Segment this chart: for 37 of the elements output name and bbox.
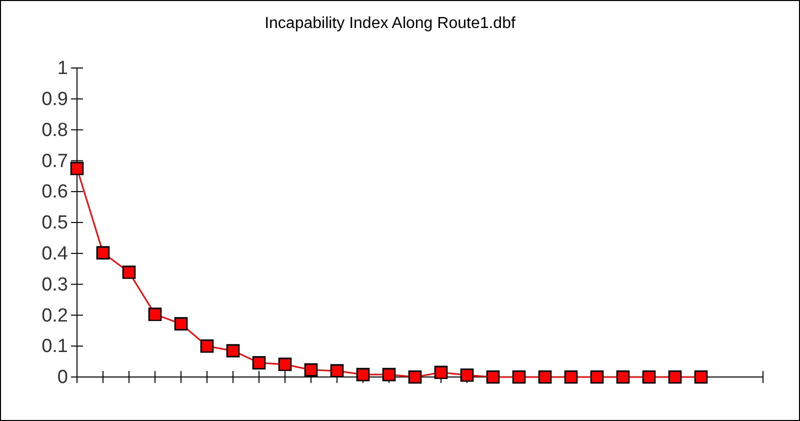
point bbox=[512, 370, 526, 384]
chart-title: Incapability Index Along Route1.dbf bbox=[264, 15, 516, 32]
point bbox=[564, 370, 578, 384]
y-tick-label: 0.4 bbox=[42, 243, 68, 264]
point bbox=[694, 370, 708, 384]
y-tick-label: 1 bbox=[57, 58, 68, 80]
point bbox=[356, 368, 370, 382]
point bbox=[460, 368, 474, 382]
y-tick-label: 0.3 bbox=[42, 274, 68, 296]
point bbox=[278, 358, 292, 371]
point bbox=[174, 317, 188, 331]
point bbox=[590, 370, 604, 384]
point bbox=[122, 266, 136, 279]
y-tick-label: 0.9 bbox=[42, 88, 68, 110]
point bbox=[408, 370, 422, 384]
point bbox=[304, 363, 318, 377]
point bbox=[330, 364, 344, 378]
point bbox=[148, 308, 162, 321]
point bbox=[252, 356, 266, 370]
point bbox=[96, 246, 110, 260]
y-tick-label: 0.2 bbox=[42, 305, 68, 326]
y-tick-label: 0.1 bbox=[42, 336, 68, 358]
point bbox=[70, 162, 84, 176]
y-tick-label: 0.6 bbox=[42, 182, 68, 203]
point bbox=[642, 370, 656, 384]
point bbox=[486, 370, 500, 384]
point bbox=[616, 370, 630, 384]
y-tick-label: 0.5 bbox=[42, 212, 68, 234]
y-tick-label: 0.7 bbox=[42, 150, 68, 172]
point bbox=[226, 344, 240, 358]
point bbox=[538, 370, 552, 384]
point bbox=[434, 366, 448, 380]
point bbox=[200, 339, 214, 353]
y-tick-label: 0 bbox=[57, 367, 68, 388]
y-tick-label: 0.8 bbox=[42, 120, 68, 141]
point bbox=[382, 368, 396, 382]
point bbox=[668, 370, 682, 384]
